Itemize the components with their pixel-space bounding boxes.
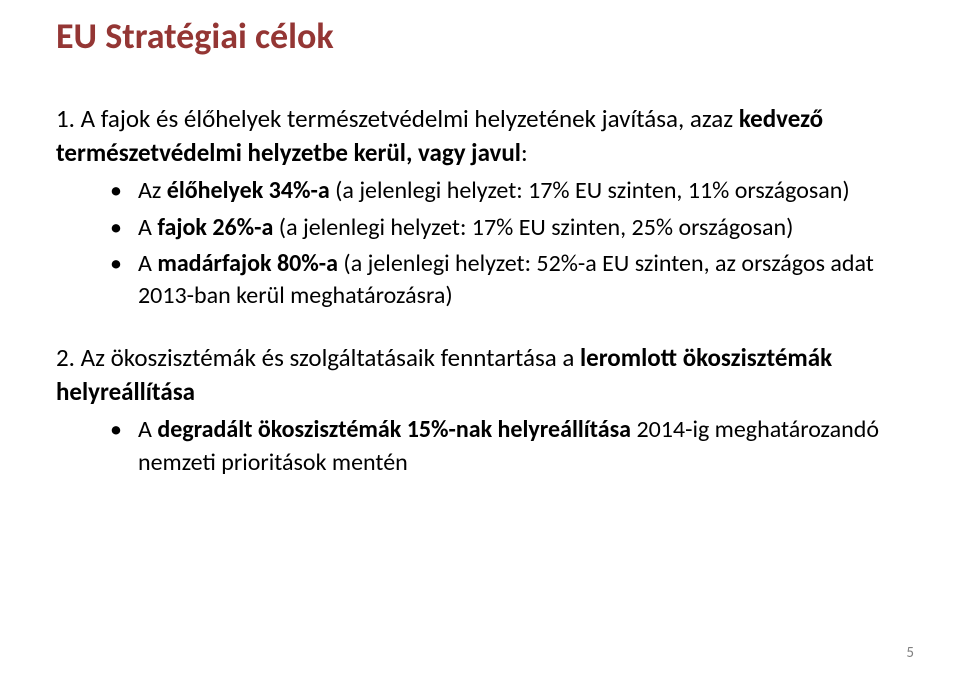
section-2-bullets: A degradált ökoszisztémák 15%-nak helyre… (56, 414, 904, 479)
section-1-heading-suffix: : (521, 137, 528, 168)
list-item: A fajok 26%-a (a jelenlegi helyzet: 17% … (110, 212, 904, 244)
bullet-suffix: (a jelenlegi helyzet: 17% EU szinten, 11… (330, 176, 850, 205)
bullet-bold: madárfajok 80%-a (157, 249, 338, 278)
bullet-prefix: Az (138, 176, 167, 205)
section-1-heading-prefix: 1. A fajok és élőhelyek természetvédelmi… (56, 103, 739, 134)
section-1-heading: 1. A fajok és élőhelyek természetvédelmi… (56, 102, 904, 170)
list-item: A madárfajok 80%-a (a jelenlegi helyzet:… (110, 248, 904, 313)
bullet-bold: degradált ökoszisztémák 15%-nak helyreál… (157, 415, 631, 444)
section-1: 1. A fajok és élőhelyek természetvédelmi… (56, 102, 904, 313)
list-item: Az élőhelyek 34%-a (a jelenlegi helyzet:… (110, 175, 904, 207)
section-2-heading-prefix: 2. Az ökoszisztémák és szolgáltatásaik f… (56, 342, 580, 373)
slide-page: EU Stratégiai célok 1. A fajok és élőhel… (0, 0, 960, 688)
bullet-suffix: (a jelenlegi helyzet: 17% EU szinten, 25… (273, 213, 793, 242)
bullet-prefix: A (138, 415, 157, 444)
section-2: 2. Az ökoszisztémák és szolgáltatásaik f… (56, 341, 904, 479)
page-number: 5 (906, 644, 914, 662)
bullet-bold: élőhelyek 34%-a (167, 176, 330, 205)
bullet-prefix: A (138, 213, 157, 242)
list-item: A degradált ökoszisztémák 15%-nak helyre… (110, 414, 904, 479)
bullet-prefix: A (138, 249, 157, 278)
section-1-bullets: Az élőhelyek 34%-a (a jelenlegi helyzet:… (56, 175, 904, 313)
bullet-bold: fajok 26%-a (157, 213, 273, 242)
section-2-heading: 2. Az ökoszisztémák és szolgáltatásaik f… (56, 341, 904, 409)
page-title: EU Stratégiai célok (56, 18, 904, 56)
